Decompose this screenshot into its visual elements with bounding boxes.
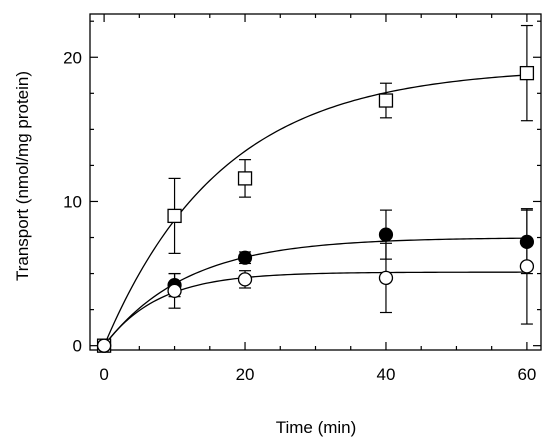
data-point-open-circle (237, 272, 253, 287)
data-point-open-circle (96, 338, 112, 353)
fit-curve-series-3 (103, 271, 527, 347)
ticks: 0 20 40 60 0 10 20 (63, 14, 541, 384)
y-tick-label: 0 (73, 337, 82, 356)
x-tick-label: 0 (99, 365, 108, 384)
data-point-open-square (237, 171, 253, 186)
x-axis-title: Time (min) (276, 418, 357, 437)
error-bars (168, 24, 533, 325)
data-point-open-circle (378, 270, 394, 286)
data-point-open-square (378, 93, 394, 108)
data-point-open-circle (167, 283, 182, 299)
x-tick-label: 60 (517, 365, 536, 384)
x-tick-label: 40 (377, 365, 396, 384)
data-point-open-square (167, 208, 182, 224)
data-point-open-square (519, 65, 535, 81)
data-point-open-circle (519, 259, 535, 274)
data-point-filled-circle (519, 234, 535, 249)
y-tick-label: 10 (63, 192, 82, 211)
y-tick-label: 20 (63, 48, 82, 67)
data-points (96, 65, 535, 353)
y-axis-title: Transport (nmol/mg protein) (13, 71, 32, 281)
data-point-filled-circle (237, 250, 253, 265)
x-tick-label: 20 (236, 365, 255, 384)
data-point-filled-circle (378, 227, 394, 242)
